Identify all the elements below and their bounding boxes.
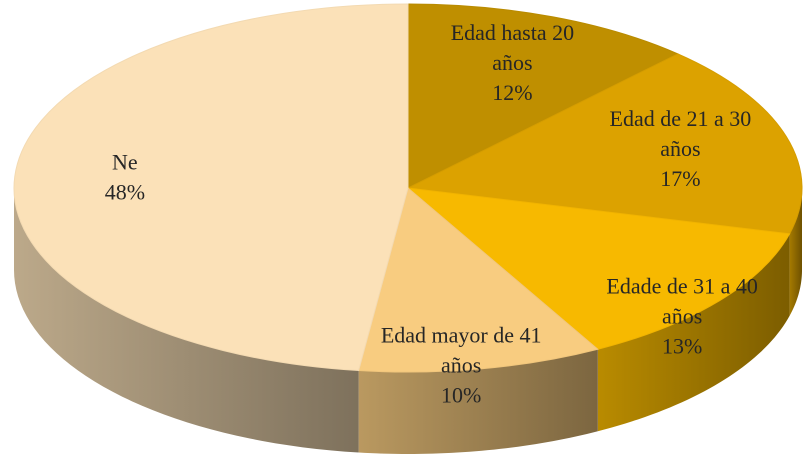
slice-side <box>358 349 598 454</box>
label-line: Edade de 31 a 40 <box>606 273 758 298</box>
label-line: años <box>660 136 700 161</box>
slice-label: Ne <box>112 150 138 175</box>
slice-side <box>789 188 802 316</box>
value-label: 48% <box>105 180 145 205</box>
slice <box>406 187 791 350</box>
slice-side <box>597 233 790 432</box>
value-label: 13% <box>662 333 702 358</box>
label-line: Edad mayor de 41 <box>381 322 542 347</box>
slice-label: Edad mayor de 41 años <box>381 322 542 377</box>
slice <box>406 53 803 235</box>
slice <box>357 187 599 373</box>
slice-label: Edade de 31 a 40 años <box>606 273 758 328</box>
slice-side <box>14 188 359 453</box>
label-line: Edad de 21 a 30 <box>610 106 752 131</box>
label-line: Edad hasta 20 <box>451 20 574 45</box>
label-line: años <box>662 303 702 328</box>
label-line: años <box>492 50 532 75</box>
value-label: 10% <box>441 382 481 407</box>
slice <box>407 3 679 189</box>
slice <box>13 3 409 372</box>
value-label: 12% <box>492 80 532 105</box>
label-line: Ne <box>112 150 138 175</box>
value-label: 17% <box>660 166 700 191</box>
slice-label: Edad hasta 20 años <box>451 20 574 75</box>
label-line: años <box>441 352 481 377</box>
slice-label: Edad de 21 a 30 años <box>610 106 752 161</box>
